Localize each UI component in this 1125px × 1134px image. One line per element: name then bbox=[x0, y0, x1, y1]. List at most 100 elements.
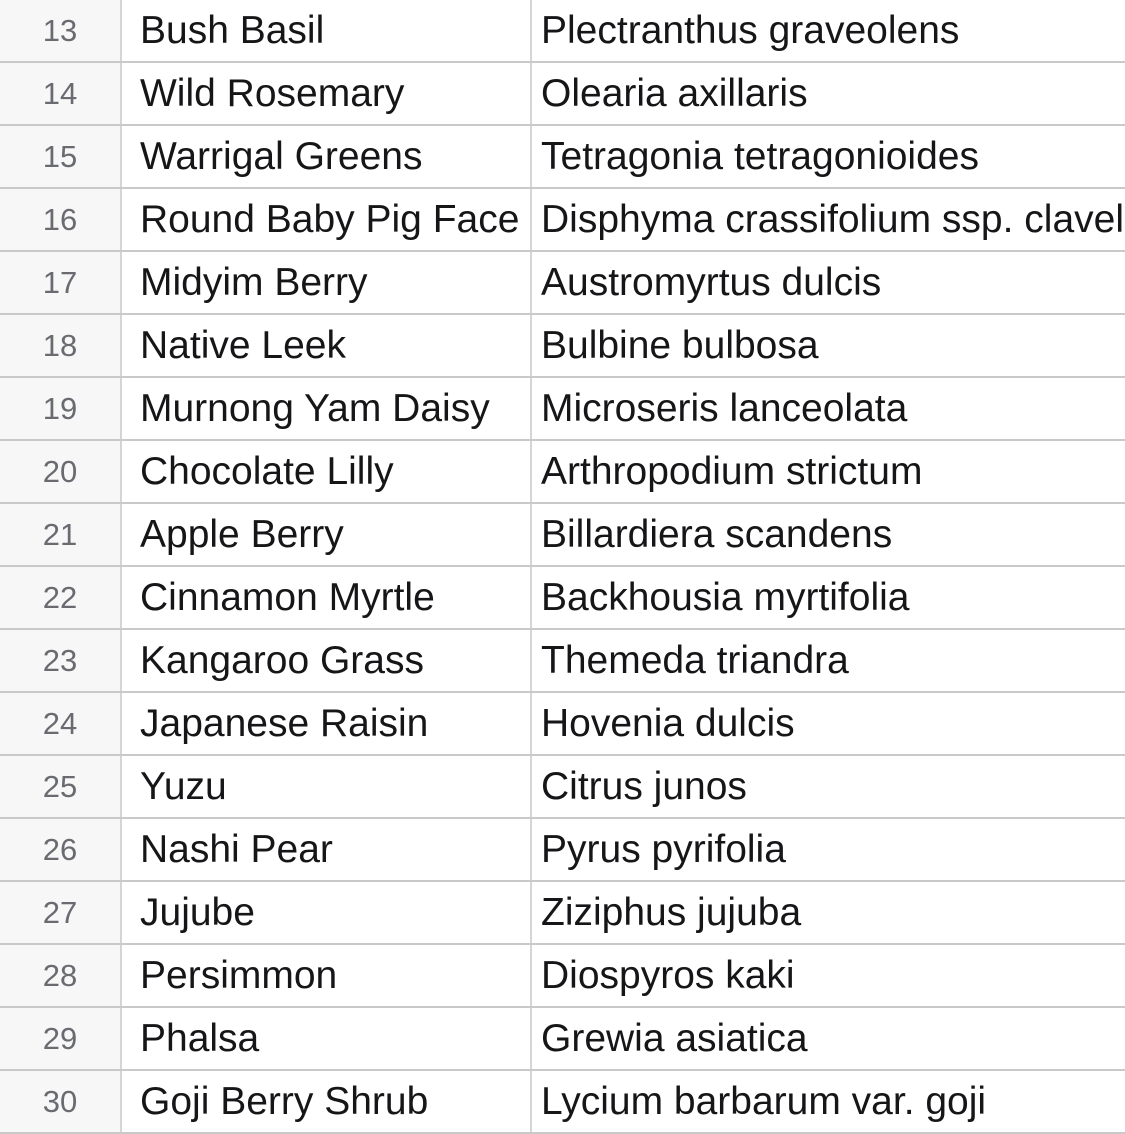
scientific-name-cell[interactable]: Hovenia dulcis bbox=[532, 693, 1125, 754]
scientific-name-text: Citrus junos bbox=[541, 764, 747, 808]
row-number-label: 29 bbox=[42, 1020, 78, 1056]
row-number-label: 26 bbox=[42, 831, 78, 867]
row-number-header[interactable]: 19 bbox=[0, 378, 122, 439]
row-number-label: 20 bbox=[42, 453, 78, 489]
row-number-header[interactable]: 13 bbox=[0, 0, 122, 61]
common-name-text: Nashi Pear bbox=[140, 827, 333, 871]
row-number-header[interactable]: 27 bbox=[0, 882, 122, 943]
common-name-cell[interactable]: Chocolate Lilly bbox=[122, 441, 532, 502]
table-row: 18 Native Leek Bulbine bulbosa bbox=[0, 315, 1125, 378]
row-number-header[interactable]: 15 bbox=[0, 126, 122, 187]
table-row: 29 Phalsa Grewia asiatica bbox=[0, 1008, 1125, 1071]
row-number-header[interactable]: 17 bbox=[0, 252, 122, 313]
common-name-cell[interactable]: Apple Berry bbox=[122, 504, 532, 565]
scientific-name-text: Grewia asiatica bbox=[541, 1016, 808, 1060]
table-row: 30 Goji Berry Shrub Lycium barbarum var.… bbox=[0, 1071, 1125, 1134]
row-number-header[interactable]: 21 bbox=[0, 504, 122, 565]
scientific-name-cell[interactable]: Bulbine bulbosa bbox=[532, 315, 1125, 376]
scientific-name-cell[interactable]: Plectranthus graveolens bbox=[532, 0, 1125, 61]
common-name-cell[interactable]: Wild Rosemary bbox=[122, 63, 532, 124]
row-number-header[interactable]: 22 bbox=[0, 567, 122, 628]
scientific-name-text: Bulbine bulbosa bbox=[541, 323, 819, 367]
row-number-header[interactable]: 29 bbox=[0, 1008, 122, 1069]
table-row: 24 Japanese Raisin Hovenia dulcis bbox=[0, 693, 1125, 756]
table-row: 22 Cinnamon Myrtle Backhousia myrtifolia bbox=[0, 567, 1125, 630]
scientific-name-text: Lycium barbarum var. goji bbox=[541, 1079, 987, 1123]
row-number-header[interactable]: 30 bbox=[0, 1071, 122, 1132]
scientific-name-cell[interactable]: Diospyros kaki bbox=[532, 945, 1125, 1006]
common-name-text: Wild Rosemary bbox=[140, 71, 405, 115]
scientific-name-cell[interactable]: Pyrus pyrifolia bbox=[532, 819, 1125, 880]
scientific-name-cell[interactable]: Disphyma crassifolium ssp. clavel bbox=[532, 189, 1125, 250]
row-number-label: 15 bbox=[42, 138, 78, 174]
common-name-text: Cinnamon Myrtle bbox=[140, 575, 435, 619]
common-name-text: Jujube bbox=[140, 890, 255, 934]
common-name-text: Bush Basil bbox=[140, 8, 325, 52]
common-name-text: Goji Berry Shrub bbox=[140, 1079, 429, 1123]
common-name-cell[interactable]: Warrigal Greens bbox=[122, 126, 532, 187]
scientific-name-text: Arthropodium strictum bbox=[541, 449, 923, 493]
scientific-name-cell[interactable]: Microseris lanceolata bbox=[532, 378, 1125, 439]
row-number-label: 25 bbox=[42, 768, 78, 804]
common-name-cell[interactable]: Bush Basil bbox=[122, 0, 532, 61]
row-number-header[interactable]: 26 bbox=[0, 819, 122, 880]
common-name-cell[interactable]: Round Baby Pig Face bbox=[122, 189, 532, 250]
common-name-cell[interactable]: Persimmon bbox=[122, 945, 532, 1006]
table-row: 26 Nashi Pear Pyrus pyrifolia bbox=[0, 819, 1125, 882]
scientific-name-text: Pyrus pyrifolia bbox=[541, 827, 786, 871]
common-name-text: Phalsa bbox=[140, 1016, 260, 1060]
scientific-name-cell[interactable]: Olearia axillaris bbox=[532, 63, 1125, 124]
row-number-label: 14 bbox=[42, 75, 78, 111]
row-number-header[interactable]: 23 bbox=[0, 630, 122, 691]
scientific-name-cell[interactable]: Citrus junos bbox=[532, 756, 1125, 817]
scientific-name-cell[interactable]: Tetragonia tetragonioides bbox=[532, 126, 1125, 187]
row-number-header[interactable]: 20 bbox=[0, 441, 122, 502]
common-name-cell[interactable]: Yuzu bbox=[122, 756, 532, 817]
common-name-text: Murnong Yam Daisy bbox=[140, 386, 490, 430]
row-number-label: 30 bbox=[42, 1083, 78, 1119]
common-name-cell[interactable]: Native Leek bbox=[122, 315, 532, 376]
common-name-text: Native Leek bbox=[140, 323, 346, 367]
scientific-name-cell[interactable]: Lycium barbarum var. goji bbox=[532, 1071, 1125, 1132]
row-number-label: 13 bbox=[42, 12, 78, 48]
common-name-cell[interactable]: Midyim Berry bbox=[122, 252, 532, 313]
common-name-text: Chocolate Lilly bbox=[140, 449, 394, 493]
scientific-name-cell[interactable]: Billardiera scandens bbox=[532, 504, 1125, 565]
table-row: 16 Round Baby Pig Face Disphyma crassifo… bbox=[0, 189, 1125, 252]
common-name-cell[interactable]: Jujube bbox=[122, 882, 532, 943]
row-number-header[interactable]: 18 bbox=[0, 315, 122, 376]
scientific-name-text: Plectranthus graveolens bbox=[541, 8, 960, 52]
scientific-name-text: Austromyrtus dulcis bbox=[541, 260, 882, 304]
scientific-name-text: Tetragonia tetragonioides bbox=[541, 134, 979, 178]
row-number-header[interactable]: 24 bbox=[0, 693, 122, 754]
scientific-name-text: Billardiera scandens bbox=[541, 512, 893, 556]
scientific-name-cell[interactable]: Backhousia myrtifolia bbox=[532, 567, 1125, 628]
row-number-header[interactable]: 25 bbox=[0, 756, 122, 817]
common-name-cell[interactable]: Kangaroo Grass bbox=[122, 630, 532, 691]
common-name-cell[interactable]: Murnong Yam Daisy bbox=[122, 378, 532, 439]
scientific-name-cell[interactable]: Ziziphus jujuba bbox=[532, 882, 1125, 943]
scientific-name-cell[interactable]: Grewia asiatica bbox=[532, 1008, 1125, 1069]
scientific-name-cell[interactable]: Austromyrtus dulcis bbox=[532, 252, 1125, 313]
common-name-text: Round Baby Pig Face bbox=[140, 197, 520, 241]
common-name-cell[interactable]: Japanese Raisin bbox=[122, 693, 532, 754]
row-number-header[interactable]: 28 bbox=[0, 945, 122, 1006]
table-row: 14 Wild Rosemary Olearia axillaris bbox=[0, 63, 1125, 126]
scientific-name-cell[interactable]: Arthropodium strictum bbox=[532, 441, 1125, 502]
common-name-cell[interactable]: Phalsa bbox=[122, 1008, 532, 1069]
common-name-text: Apple Berry bbox=[140, 512, 344, 556]
row-number-label: 19 bbox=[42, 390, 78, 426]
common-name-text: Warrigal Greens bbox=[140, 134, 423, 178]
row-number-label: 22 bbox=[42, 579, 78, 615]
common-name-cell[interactable]: Goji Berry Shrub bbox=[122, 1071, 532, 1132]
row-number-label: 27 bbox=[42, 894, 78, 930]
table-row: 19 Murnong Yam Daisy Microseris lanceola… bbox=[0, 378, 1125, 441]
common-name-cell[interactable]: Nashi Pear bbox=[122, 819, 532, 880]
table-row: 20 Chocolate Lilly Arthropodium strictum bbox=[0, 441, 1125, 504]
row-number-header[interactable]: 16 bbox=[0, 189, 122, 250]
row-number-header[interactable]: 14 bbox=[0, 63, 122, 124]
common-name-cell[interactable]: Cinnamon Myrtle bbox=[122, 567, 532, 628]
scientific-name-cell[interactable]: Themeda triandra bbox=[532, 630, 1125, 691]
row-number-label: 17 bbox=[42, 264, 78, 300]
scientific-name-text: Microseris lanceolata bbox=[541, 386, 908, 430]
